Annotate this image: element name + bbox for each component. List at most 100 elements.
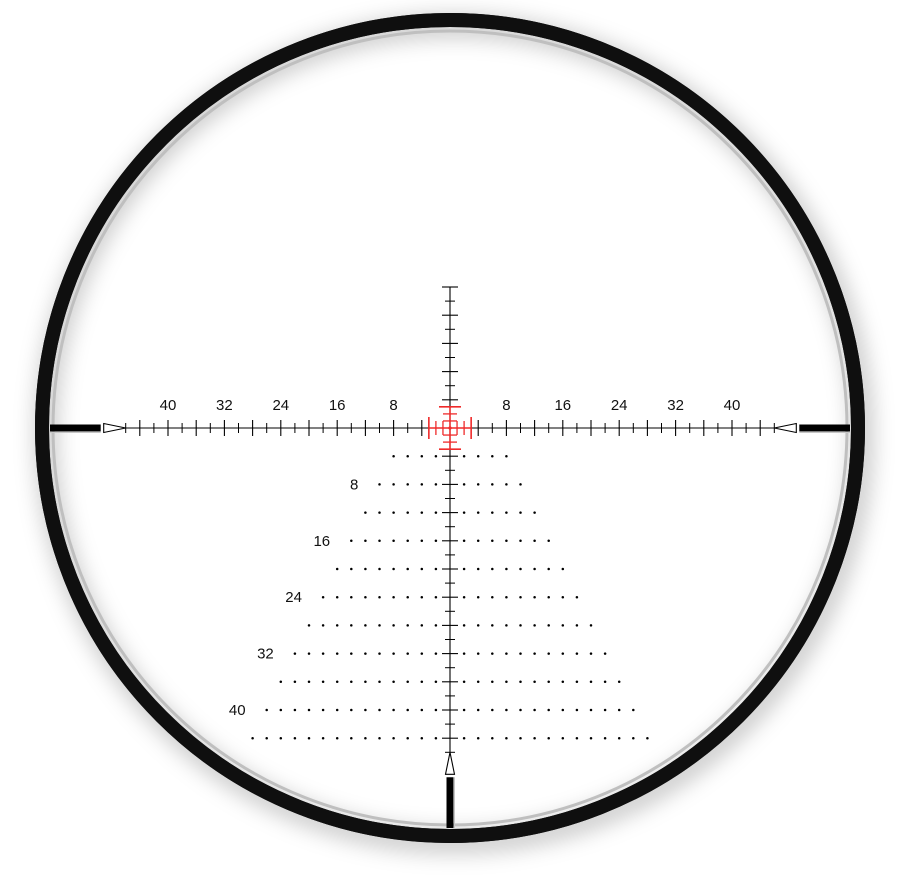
tree-dot: [618, 709, 621, 712]
tree-dot: [576, 596, 579, 599]
tree-dot: [491, 540, 494, 543]
reticle-diagram: 881616242432324040816243240: [0, 0, 900, 876]
tree-dot: [350, 681, 353, 684]
tree-dot: [463, 737, 466, 740]
tree-dot: [463, 540, 466, 543]
tree-dot: [590, 737, 593, 740]
tree-dot: [547, 596, 550, 599]
tree-dot: [562, 596, 565, 599]
tree-dot: [392, 737, 395, 740]
tree-dot: [406, 596, 409, 599]
tree-dot: [378, 737, 381, 740]
tree-dot: [562, 737, 565, 740]
tree-dot: [406, 624, 409, 627]
tree-dot: [392, 652, 395, 655]
tree-dot: [322, 681, 325, 684]
tree-dot: [491, 568, 494, 571]
tree-dot: [378, 568, 381, 571]
tree-dot: [547, 681, 550, 684]
tree-dot: [294, 681, 297, 684]
tree-dot: [477, 624, 480, 627]
label-horiz: 32: [216, 397, 233, 414]
label-horiz: 8: [502, 397, 510, 414]
tree-dot: [406, 483, 409, 486]
tree-dot: [392, 596, 395, 599]
label-vert: 32: [257, 646, 274, 663]
tree-dot: [322, 709, 325, 712]
tree-dot: [519, 681, 522, 684]
tree-dot: [364, 568, 367, 571]
tree-dot: [421, 737, 424, 740]
tree-dot: [618, 737, 621, 740]
tree-dot: [435, 483, 438, 486]
tree-dot: [378, 681, 381, 684]
tree-dot: [392, 681, 395, 684]
tree-dot: [604, 652, 607, 655]
tree-dot: [491, 737, 494, 740]
tree-dot: [378, 596, 381, 599]
tree-dot: [435, 568, 438, 571]
label-horiz: 8: [389, 397, 397, 414]
label-vert: 8: [350, 476, 358, 493]
tree-dot: [406, 709, 409, 712]
tree-dot: [491, 652, 494, 655]
tree-dot: [505, 709, 508, 712]
label-horiz: 16: [554, 397, 571, 414]
tree-dot: [350, 737, 353, 740]
tree-dot: [392, 568, 395, 571]
tree-dot: [421, 624, 424, 627]
tree-dot: [477, 652, 480, 655]
tree-dot: [294, 652, 297, 655]
tree-dot: [533, 681, 536, 684]
tree-dot: [576, 709, 579, 712]
tree-dot: [463, 681, 466, 684]
tree-dot: [421, 681, 424, 684]
tree-dot: [533, 652, 536, 655]
tree-dot: [364, 540, 367, 543]
tree-dot: [392, 540, 395, 543]
tree-dot: [646, 737, 649, 740]
tree-dot: [477, 709, 480, 712]
tree-dot: [435, 596, 438, 599]
tree-dot: [491, 455, 494, 458]
tree-dot: [322, 624, 325, 627]
tree-dot: [477, 681, 480, 684]
tree-dot: [547, 568, 550, 571]
tree-dot: [491, 624, 494, 627]
tree-dot: [477, 596, 480, 599]
tree-dot: [576, 624, 579, 627]
tree-dot: [336, 652, 339, 655]
tree-dot: [463, 596, 466, 599]
label-vert: 16: [313, 533, 330, 550]
tree-dot: [406, 737, 409, 740]
tree-dot: [618, 681, 621, 684]
tree-dot: [505, 540, 508, 543]
tree-dot: [336, 568, 339, 571]
label-horiz: 24: [611, 397, 628, 414]
tree-dot: [576, 652, 579, 655]
tree-dot: [519, 709, 522, 712]
tree-dot: [280, 737, 283, 740]
tree-dot: [505, 737, 508, 740]
tree-dot: [547, 624, 550, 627]
tree-dot: [533, 624, 536, 627]
tree-dot: [364, 737, 367, 740]
tree-dot: [505, 624, 508, 627]
tree-dot: [533, 709, 536, 712]
tree-dot: [562, 624, 565, 627]
tree-dot: [519, 483, 522, 486]
tree-dot: [350, 652, 353, 655]
tree-dot: [435, 652, 438, 655]
tree-dot: [406, 540, 409, 543]
tree-dot: [336, 596, 339, 599]
tree-dot: [533, 540, 536, 543]
tree-dot: [294, 709, 297, 712]
tree-dot: [364, 624, 367, 627]
tree-dot: [265, 737, 268, 740]
tree-dot: [435, 709, 438, 712]
tree-dot: [463, 483, 466, 486]
tree-dot: [308, 737, 311, 740]
tree-dot: [491, 483, 494, 486]
tree-dot: [435, 624, 438, 627]
tree-dot: [463, 568, 466, 571]
